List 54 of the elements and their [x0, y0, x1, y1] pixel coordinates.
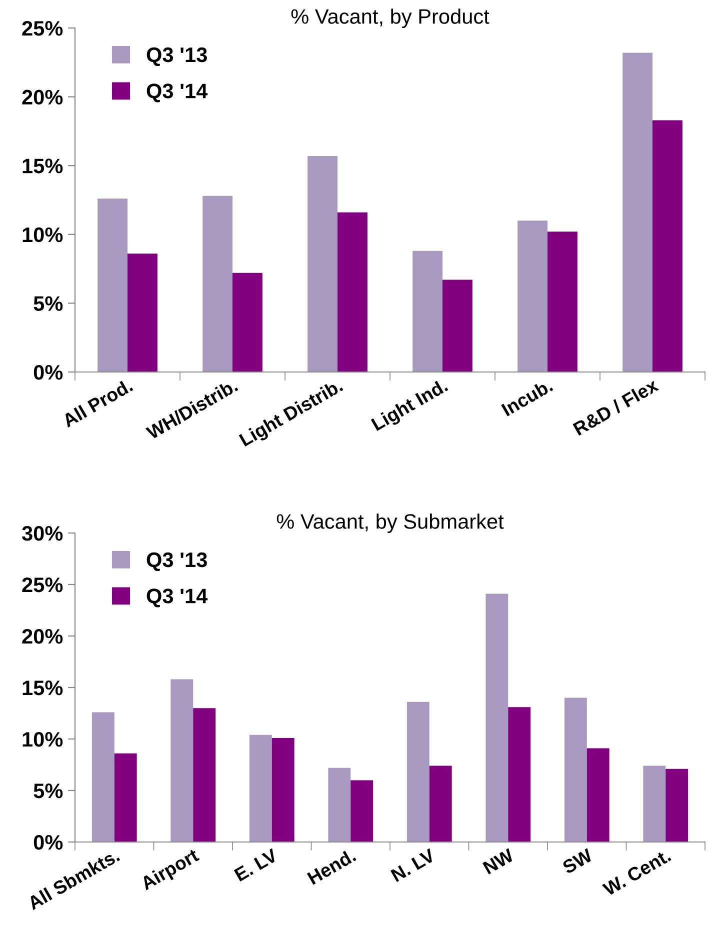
- bar: [338, 212, 368, 372]
- bar: [508, 707, 531, 842]
- bar: [128, 254, 158, 372]
- x-tick-label: N. LV: [390, 848, 436, 882]
- x-tick-label: E. LV: [234, 848, 279, 882]
- x-tick-label: NW: [482, 848, 515, 874]
- bar: [406, 702, 430, 842]
- bar: [412, 250, 442, 372]
- bar: [586, 748, 610, 842]
- chart-title: % Vacant, by Product: [291, 8, 490, 28]
- y-tick-label: 5%: [34, 784, 63, 798]
- y-tick-label: 0%: [34, 365, 63, 380]
- bar: [114, 753, 137, 842]
- bar: [486, 594, 508, 842]
- bar: [170, 679, 194, 842]
- bar: [308, 156, 338, 372]
- bar: [652, 120, 682, 372]
- bar: [442, 280, 472, 372]
- legend-label: Q3 '13: [146, 552, 207, 572]
- bar: [564, 698, 587, 842]
- y-tick-label: 0%: [34, 835, 63, 850]
- y-tick-label: 25%: [22, 21, 63, 36]
- y-tick-label: 30%: [22, 526, 63, 541]
- bar: [193, 708, 216, 842]
- bar: [92, 712, 114, 842]
- bar: [548, 232, 578, 372]
- bar: [249, 734, 272, 842]
- legend-label: Q3 '13: [146, 47, 207, 66]
- bar: [98, 198, 128, 372]
- bar: [328, 768, 351, 842]
- bar: [622, 52, 652, 372]
- chart-title: % Vacant, by Submarket: [276, 514, 504, 533]
- y-tick-label: 20%: [22, 90, 63, 105]
- bar: [350, 780, 374, 842]
- legend-label: Q3 '14: [146, 588, 208, 608]
- bar: [429, 766, 452, 842]
- x-tick-label: R&D / Flex: [572, 378, 660, 436]
- x-tick-label: SW: [561, 848, 594, 874]
- bar: [518, 220, 548, 372]
- bar: [272, 738, 294, 842]
- y-tick-label: 5%: [34, 296, 63, 311]
- y-tick-label: 20%: [22, 629, 63, 644]
- y-tick-label: 10%: [22, 732, 63, 747]
- y-tick-label: 25%: [22, 578, 63, 592]
- bar: [666, 768, 688, 842]
- y-tick-label: 15%: [22, 158, 63, 174]
- bar: [643, 766, 666, 842]
- bar: [202, 196, 232, 372]
- bar: [232, 272, 262, 372]
- x-tick-label: W. Cent.: [602, 848, 672, 896]
- y-tick-label: 15%: [22, 680, 63, 696]
- y-tick-label: 10%: [22, 227, 63, 242]
- x-tick-label: All Prod.: [61, 378, 134, 428]
- legend-label: Q3 '14: [146, 84, 208, 102]
